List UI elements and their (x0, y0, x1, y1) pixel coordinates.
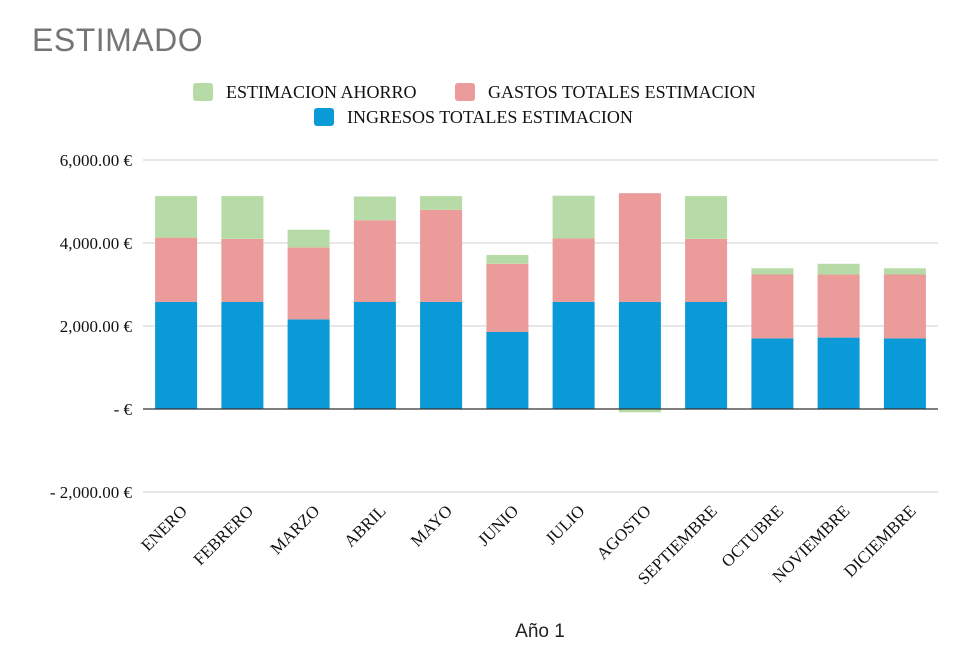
x-tick-label: JULIO (542, 501, 589, 548)
bar-ingresos-totales-estimacion-febrero (221, 301, 264, 409)
x-tick-label: MAYO (407, 501, 456, 550)
bar-gastos-totales-estimacion-enero (155, 237, 198, 302)
y-tick-label: - 2,000.00 € (50, 483, 133, 502)
bar-gastos-totales-estimacion-septiembre (685, 238, 728, 302)
legend-swatch (193, 83, 213, 101)
bar-ingresos-totales-estimacion-abril (353, 301, 396, 409)
bar-gastos-totales-estimacion-mayo (420, 209, 463, 302)
bar-ingresos-totales-estimacion-octubre (751, 338, 794, 409)
bar-gastos-totales-estimacion-febrero (221, 238, 264, 302)
bar-estimacion-ahorro-enero (155, 196, 198, 238)
bar-estimacion-ahorro-diciembre (883, 268, 926, 275)
bar-ingresos-totales-estimacion-noviembre (817, 337, 860, 409)
bar-estimacion-ahorro-junio (486, 255, 529, 264)
x-tick-label: AGOSTO (593, 501, 655, 563)
y-tick-label: 6,000.00 € (60, 151, 133, 170)
bar-estimacion-ahorro-mayo (420, 196, 463, 210)
gridlines (143, 159, 938, 493)
bar-estimacion-ahorro-julio (552, 195, 595, 239)
bar-ingresos-totales-estimacion-marzo (287, 319, 330, 409)
bar-ingresos-totales-estimacion-junio (486, 331, 529, 409)
bar-gastos-totales-estimacion-junio (486, 263, 529, 332)
x-tick-label: JUNIO (474, 501, 522, 549)
x-axis-title: Año 1 (515, 621, 565, 642)
x-tick-label: ENERO (137, 501, 191, 555)
x-tick-label: MARZO (267, 501, 324, 558)
bar-ingresos-totales-estimacion-septiembre (685, 301, 728, 409)
bar-ingresos-totales-estimacion-mayo (420, 301, 463, 409)
bar-estimacion-ahorro-septiembre (685, 196, 728, 239)
legend-label: ESTIMACION AHORRO (226, 82, 417, 102)
bar-gastos-totales-estimacion-agosto (618, 193, 661, 302)
bar-estimacion-ahorro-agosto (618, 409, 661, 413)
bar-gastos-totales-estimacion-noviembre (817, 274, 860, 338)
bar-estimacion-ahorro-abril (353, 196, 396, 221)
bar-gastos-totales-estimacion-julio (552, 238, 595, 302)
bar-gastos-totales-estimacion-diciembre (883, 274, 926, 339)
bar-ingresos-totales-estimacion-enero (155, 301, 198, 409)
bars (155, 193, 926, 413)
y-tick-label: - € (114, 400, 133, 419)
legend-swatch (314, 108, 334, 126)
legend-label: INGRESOS TOTALES ESTIMACION (347, 107, 633, 127)
legend-swatch (455, 83, 475, 101)
bar-estimacion-ahorro-marzo (287, 229, 330, 248)
x-tick-label: OCTUBRE (718, 501, 788, 571)
bar-gastos-totales-estimacion-abril (353, 220, 396, 302)
x-tick-label: FEBRERO (190, 501, 258, 569)
bar-ingresos-totales-estimacion-agosto (618, 301, 661, 409)
y-axis-tick-labels: 6,000.00 € 4,000.00 € 2,000.00 € - € - 2,000… (50, 151, 133, 502)
chart-title: ESTIMADO (32, 22, 204, 58)
bar-estimacion-ahorro-noviembre (817, 263, 860, 275)
y-tick-label: 4,000.00 € (60, 234, 133, 253)
legend-label: GASTOS TOTALES ESTIMACION (488, 82, 756, 102)
bar-estimacion-ahorro-octubre (751, 268, 794, 275)
x-tick-label: ABRIL (340, 501, 389, 550)
y-tick-label: 2,000.00 € (60, 317, 133, 336)
bar-ingresos-totales-estimacion-diciembre (883, 338, 926, 409)
legend: ESTIMACION AHORRO GASTOS TOTALES ESTIMACI… (193, 82, 756, 127)
x-tick-label: DICIEMBRE (840, 501, 920, 581)
bar-estimacion-ahorro-febrero (221, 196, 264, 239)
bar-gastos-totales-estimacion-octubre (751, 274, 794, 339)
bar-ingresos-totales-estimacion-julio (552, 301, 595, 409)
bar-gastos-totales-estimacion-marzo (287, 247, 330, 320)
